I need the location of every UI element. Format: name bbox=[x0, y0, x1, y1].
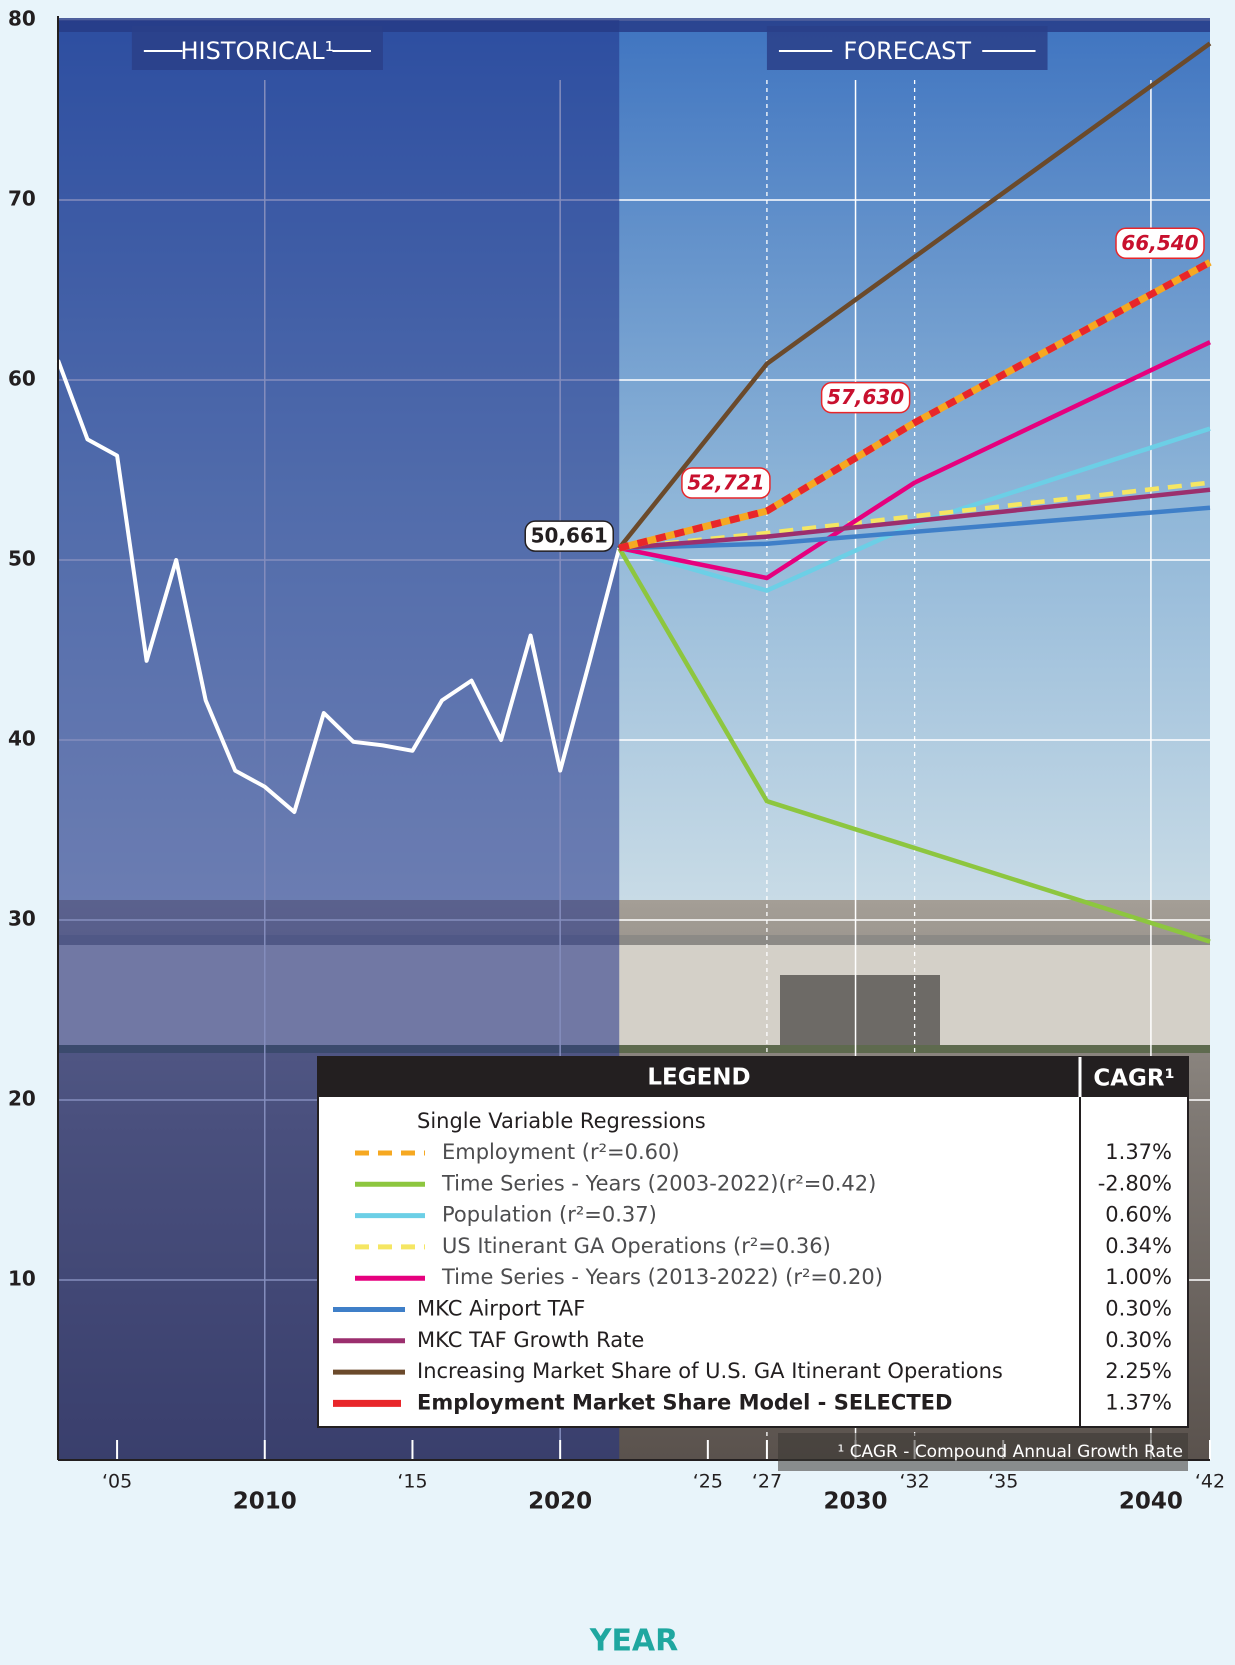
x-tick-label: 2020 bbox=[528, 1489, 592, 1515]
legend-cagr: -2.80% bbox=[1098, 1171, 1172, 1195]
legend-label: US Itinerant GA Operations (r²=0.36) bbox=[442, 1234, 831, 1258]
banner-label: FORECAST bbox=[843, 37, 971, 65]
x-tick-label: ‘42 bbox=[1195, 1471, 1225, 1493]
legend-label: Increasing Market Share of U.S. GA Itine… bbox=[417, 1359, 1003, 1383]
legend-footnote: ¹ CAGR - Compound Annual Growth Rate bbox=[837, 1442, 1183, 1462]
legend-label: Employment (r²=0.60) bbox=[442, 1140, 680, 1164]
value-label-box bbox=[820, 381, 911, 414]
value-label: 57,630 bbox=[827, 385, 904, 409]
legend-label: Time Series - Years (2013-2022) (r²=0.20… bbox=[441, 1265, 883, 1289]
series-line bbox=[619, 505, 1211, 551]
series-line bbox=[56, 359, 622, 814]
y-tick-label: 80 bbox=[8, 7, 36, 31]
series-line bbox=[619, 487, 1211, 551]
banner-label: HISTORICAL¹ bbox=[180, 37, 334, 65]
value-label-box bbox=[1115, 227, 1205, 260]
y-tick-label: 70 bbox=[8, 187, 36, 211]
y-tick-label: 10 bbox=[8, 1267, 36, 1291]
legend-cagr: 0.30% bbox=[1105, 1328, 1172, 1352]
legend-cagr: 1.37% bbox=[1105, 1140, 1172, 1164]
y-tick-label: 50 bbox=[8, 547, 36, 571]
x-tick-label: 2010 bbox=[233, 1489, 297, 1515]
footnote-box bbox=[778, 1433, 1188, 1471]
series-line bbox=[617, 41, 1212, 550]
x-tick-label: ‘27 bbox=[752, 1471, 782, 1493]
legend-cagr-header: CAGR¹ bbox=[1093, 1066, 1174, 1092]
legend-header bbox=[318, 1057, 1188, 1097]
y-tick-label: 30 bbox=[8, 907, 36, 931]
legend-title: LEGEND bbox=[647, 1065, 750, 1091]
legend-group-title: Single Variable Regressions bbox=[417, 1109, 706, 1133]
banner-box bbox=[131, 26, 383, 70]
legend-label: MKC TAF Growth Rate bbox=[417, 1328, 644, 1352]
legend-cagr: 1.37% bbox=[1105, 1390, 1172, 1414]
hangar-door bbox=[780, 975, 940, 1045]
value-label: 50,661 bbox=[531, 524, 608, 548]
series-line bbox=[617, 546, 1211, 944]
value-label: 66,540 bbox=[1121, 231, 1198, 255]
legend-label: Time Series - Years (2003-2022)(r²=0.42) bbox=[441, 1171, 876, 1195]
banner-box bbox=[766, 26, 1048, 70]
x-tick-label: 2040 bbox=[1119, 1489, 1183, 1515]
legend-label: Population (r²=0.37) bbox=[442, 1203, 657, 1227]
x-tick-label: ‘15 bbox=[397, 1471, 427, 1493]
legend-label: MKC Airport TAF bbox=[417, 1297, 585, 1321]
hangar-roof bbox=[58, 935, 1210, 945]
legend-cagr: 0.30% bbox=[1105, 1297, 1172, 1321]
legend-cagr: 0.60% bbox=[1105, 1203, 1172, 1227]
legend-cagr: 0.34% bbox=[1105, 1234, 1172, 1258]
x-axis-title: YEAR bbox=[589, 1624, 679, 1659]
y-tick-label: 20 bbox=[8, 1087, 36, 1111]
x-tick-label: ‘32 bbox=[900, 1471, 930, 1493]
lines bbox=[56, 41, 1212, 944]
value-label-box bbox=[681, 467, 771, 499]
value-label: 52,721 bbox=[687, 471, 764, 495]
x-tick-label: ‘25 bbox=[693, 1471, 723, 1493]
x-tick-label: 2030 bbox=[824, 1489, 888, 1515]
grass bbox=[58, 1045, 1210, 1053]
y-tick-label: 60 bbox=[8, 367, 36, 391]
legend-label: Employment Market Share Model - SELECTED bbox=[417, 1390, 952, 1414]
x-tick-label: ‘05 bbox=[102, 1471, 132, 1493]
legend-cagr: 1.00% bbox=[1105, 1265, 1172, 1289]
series-line bbox=[618, 426, 1211, 593]
x-tick-label: ‘35 bbox=[988, 1471, 1018, 1493]
y-tick-label: 40 bbox=[8, 727, 36, 751]
value-label-box bbox=[524, 520, 614, 552]
series-line bbox=[618, 259, 1212, 552]
legend-cagr: 2.25% bbox=[1105, 1359, 1172, 1383]
